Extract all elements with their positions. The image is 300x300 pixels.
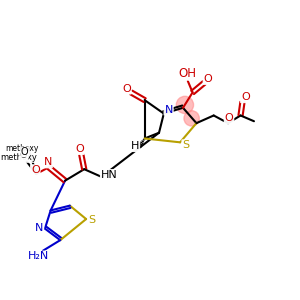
Text: O: O xyxy=(204,74,212,84)
Text: O: O xyxy=(225,113,233,123)
Text: methoxy: methoxy xyxy=(1,153,38,162)
Text: H: H xyxy=(131,141,139,151)
Text: O: O xyxy=(31,165,40,175)
Text: N: N xyxy=(44,158,52,167)
Text: OH: OH xyxy=(179,67,197,80)
Text: N: N xyxy=(164,105,173,115)
Text: O: O xyxy=(20,150,28,160)
Text: HN: HN xyxy=(101,170,118,180)
Text: O: O xyxy=(241,92,250,102)
Text: H₂N: H₂N xyxy=(28,251,49,261)
Text: O: O xyxy=(21,147,28,157)
Text: S: S xyxy=(182,140,189,150)
Text: O: O xyxy=(122,84,131,94)
Text: O: O xyxy=(75,144,84,154)
Circle shape xyxy=(184,111,199,126)
Circle shape xyxy=(176,96,194,114)
Text: methoxy: methoxy xyxy=(5,144,39,153)
Text: S: S xyxy=(88,215,95,225)
Text: N: N xyxy=(35,223,43,233)
